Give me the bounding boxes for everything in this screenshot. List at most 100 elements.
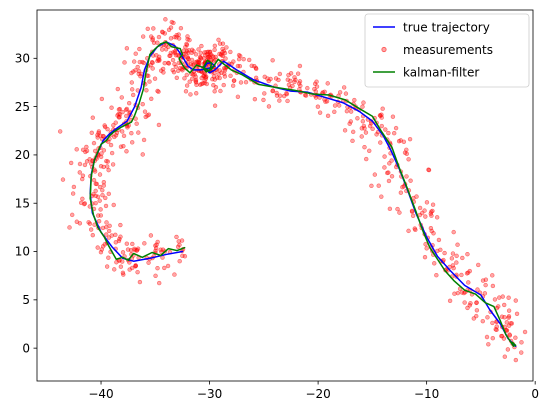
measurement-point: [426, 167, 432, 173]
measurement-point: [88, 227, 94, 232]
measurement-point: [361, 123, 367, 129]
measurement-point: [424, 246, 429, 251]
measurement-point: [484, 334, 490, 340]
measurement-point: [344, 108, 350, 114]
measurement-point: [137, 279, 143, 285]
measurement-point: [104, 264, 110, 269]
measurement-point: [313, 89, 318, 94]
measurement-point: [476, 262, 481, 268]
measurement-point: [74, 147, 79, 152]
measurement-point: [361, 100, 366, 105]
measurement-point: [223, 56, 228, 61]
measurement-point: [474, 300, 479, 305]
measurement-point: [268, 76, 273, 82]
measurement-point: [156, 34, 162, 40]
measurement-point: [401, 139, 407, 144]
measurement-point: [460, 255, 465, 261]
legend: true trajectory measurements kalman-filter: [364, 13, 530, 88]
measurement-point: [348, 119, 353, 124]
measurement-point: [379, 123, 384, 129]
measurement-point: [218, 88, 223, 94]
measurement-point: [221, 48, 227, 54]
measurement-point: [486, 342, 491, 347]
measurement-point: [67, 225, 72, 230]
measurement-point: [369, 183, 374, 189]
measurement-point: [112, 134, 117, 140]
measurement-point: [135, 246, 141, 251]
measurement-point: [91, 177, 97, 183]
measurement-point: [266, 104, 272, 109]
measurement-point: [129, 131, 134, 136]
measurement-point: [106, 228, 112, 234]
measurement-point: [101, 179, 107, 185]
measurement-point: [106, 167, 111, 173]
measurement-point: [505, 347, 511, 352]
measurement-point: [436, 237, 442, 243]
measurement-point: [127, 267, 132, 272]
measurement-point: [108, 142, 114, 148]
measurement-point: [135, 64, 140, 70]
measurement-point: [413, 227, 418, 233]
measurement-point: [146, 73, 151, 79]
measurement-point: [502, 302, 507, 308]
measurement-point: [183, 89, 189, 94]
measurement-point: [177, 259, 182, 264]
measurement-point: [303, 93, 309, 98]
measurement-point: [277, 71, 283, 77]
measurement-point: [155, 40, 160, 45]
measurement-point: [387, 161, 392, 166]
measurement-point: [237, 63, 243, 69]
measurement-point: [98, 207, 103, 212]
measurement-point: [380, 106, 385, 111]
legend-box: [364, 13, 530, 88]
measurement-point: [131, 92, 136, 98]
measurement-point: [507, 332, 512, 337]
measurement-point: [140, 152, 145, 157]
measurement-point: [148, 233, 154, 238]
measurement-point: [386, 178, 392, 184]
measurement-point: [295, 71, 301, 76]
measurement-point: [196, 47, 201, 52]
measurement-point: [115, 86, 121, 92]
measurement-point: [105, 164, 110, 169]
measurement-point: [96, 129, 102, 134]
measurement-point: [90, 115, 95, 120]
measurement-point: [213, 84, 219, 90]
measurement-point: [160, 66, 166, 72]
measurement-point: [147, 79, 152, 84]
measurement-point: [185, 34, 190, 39]
measurement-point: [170, 67, 175, 73]
measurement-point: [153, 243, 158, 248]
measurement-point: [153, 273, 158, 278]
measurement-point: [124, 113, 129, 119]
measurement-point: [130, 241, 135, 247]
measurement-point: [202, 50, 207, 55]
measurement-point: [86, 220, 91, 225]
measurement-point: [145, 26, 150, 32]
measurement-point: [406, 228, 411, 234]
measurement-point: [332, 109, 337, 114]
measurement-point: [187, 79, 192, 84]
measurement-point: [220, 46, 225, 52]
measurement-point: [122, 60, 127, 65]
measurement-point: [397, 210, 402, 215]
measurement-point: [177, 242, 182, 248]
measurement-point: [80, 173, 86, 178]
measurement-point: [285, 98, 290, 104]
measurement-point: [504, 320, 509, 325]
measurement-point: [175, 68, 181, 74]
x-tick-label: −10: [414, 387, 439, 401]
measurement-point: [490, 273, 495, 278]
measurement-point: [137, 59, 142, 65]
measurement-point: [483, 277, 489, 282]
measurement-point: [374, 132, 379, 137]
measurement-point: [468, 301, 473, 306]
measurement-point: [100, 225, 106, 231]
measurement-point: [121, 143, 126, 149]
legend-label: kalman-filter: [403, 65, 479, 79]
measurement-point: [162, 61, 167, 66]
measurement-point: [462, 300, 467, 305]
measurement-point: [184, 83, 190, 88]
measurement-point: [392, 130, 397, 136]
